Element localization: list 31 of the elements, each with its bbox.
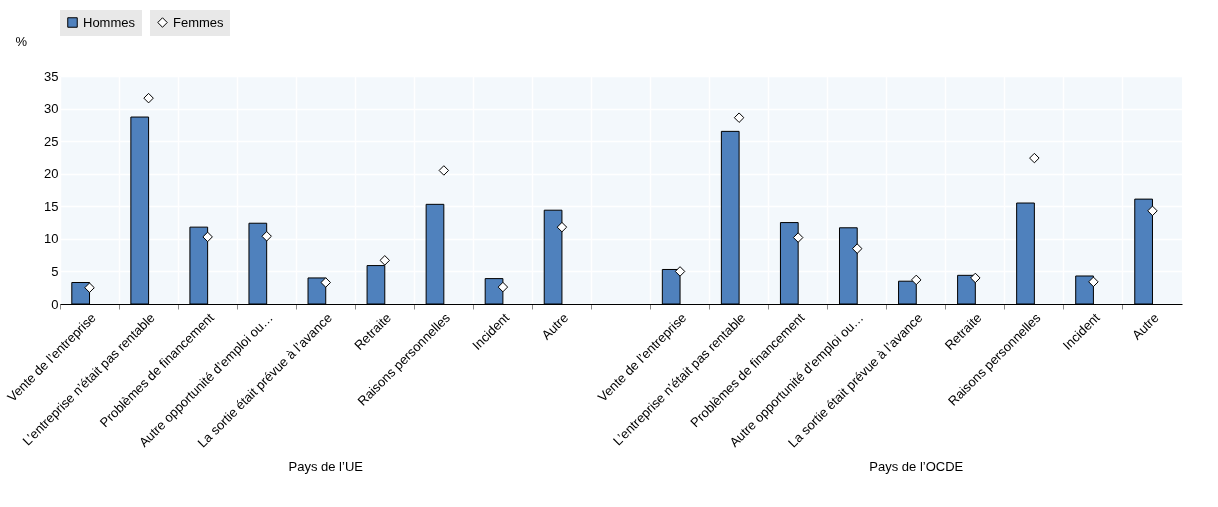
point: [261, 231, 272, 242]
legend-label: Femmes: [173, 14, 225, 30]
y-tick-label: 25: [44, 133, 59, 149]
point: [320, 277, 331, 288]
point: [84, 282, 95, 293]
point: [1147, 205, 1158, 217]
point: [733, 112, 745, 123]
point: [1088, 276, 1099, 288]
point: [556, 221, 568, 233]
point: [674, 266, 686, 277]
y-tick-label: 20: [44, 166, 59, 182]
point: [202, 231, 213, 243]
point: [970, 272, 981, 284]
text: Pays de l’OCDE: [869, 459, 964, 474]
y-tick-label: 10: [44, 231, 59, 247]
point: [438, 165, 450, 176]
point: [911, 274, 922, 286]
point: [792, 232, 804, 243]
point: [379, 255, 391, 266]
y-tick-label: 5: [51, 263, 59, 279]
point: [851, 243, 863, 254]
y-tick-label: 35: [44, 68, 59, 84]
y-tick-label: 0: [51, 296, 59, 312]
point: [1029, 152, 1040, 164]
y-axis-title: %: [15, 33, 28, 49]
point: [143, 92, 154, 104]
y-tick-label: 15: [44, 198, 59, 214]
legend-label: Hommes: [83, 14, 136, 30]
point: [497, 281, 509, 293]
text: Pays de l’UE: [288, 459, 364, 474]
y-tick-label: 30: [44, 101, 59, 117]
